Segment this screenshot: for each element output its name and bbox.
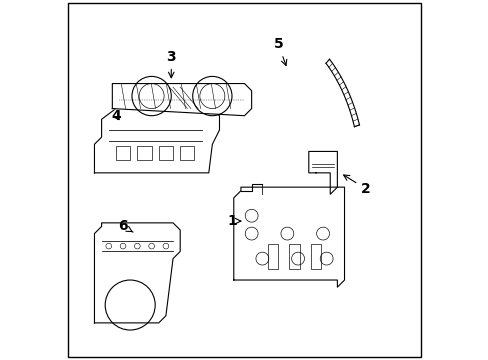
- Bar: [159, 146, 173, 160]
- Bar: [267, 244, 278, 269]
- Polygon shape: [308, 152, 337, 194]
- Text: 2: 2: [343, 175, 370, 196]
- Bar: [180, 146, 194, 160]
- Bar: [288, 244, 299, 269]
- Bar: [116, 146, 130, 160]
- Polygon shape: [233, 187, 344, 287]
- Text: 5: 5: [273, 37, 286, 66]
- Text: 3: 3: [166, 50, 176, 78]
- Text: 6: 6: [118, 220, 133, 233]
- Polygon shape: [94, 223, 180, 323]
- Bar: [137, 146, 151, 160]
- Text: 4: 4: [111, 109, 121, 123]
- Bar: [310, 244, 321, 269]
- Text: 1: 1: [226, 214, 240, 228]
- Polygon shape: [112, 84, 251, 116]
